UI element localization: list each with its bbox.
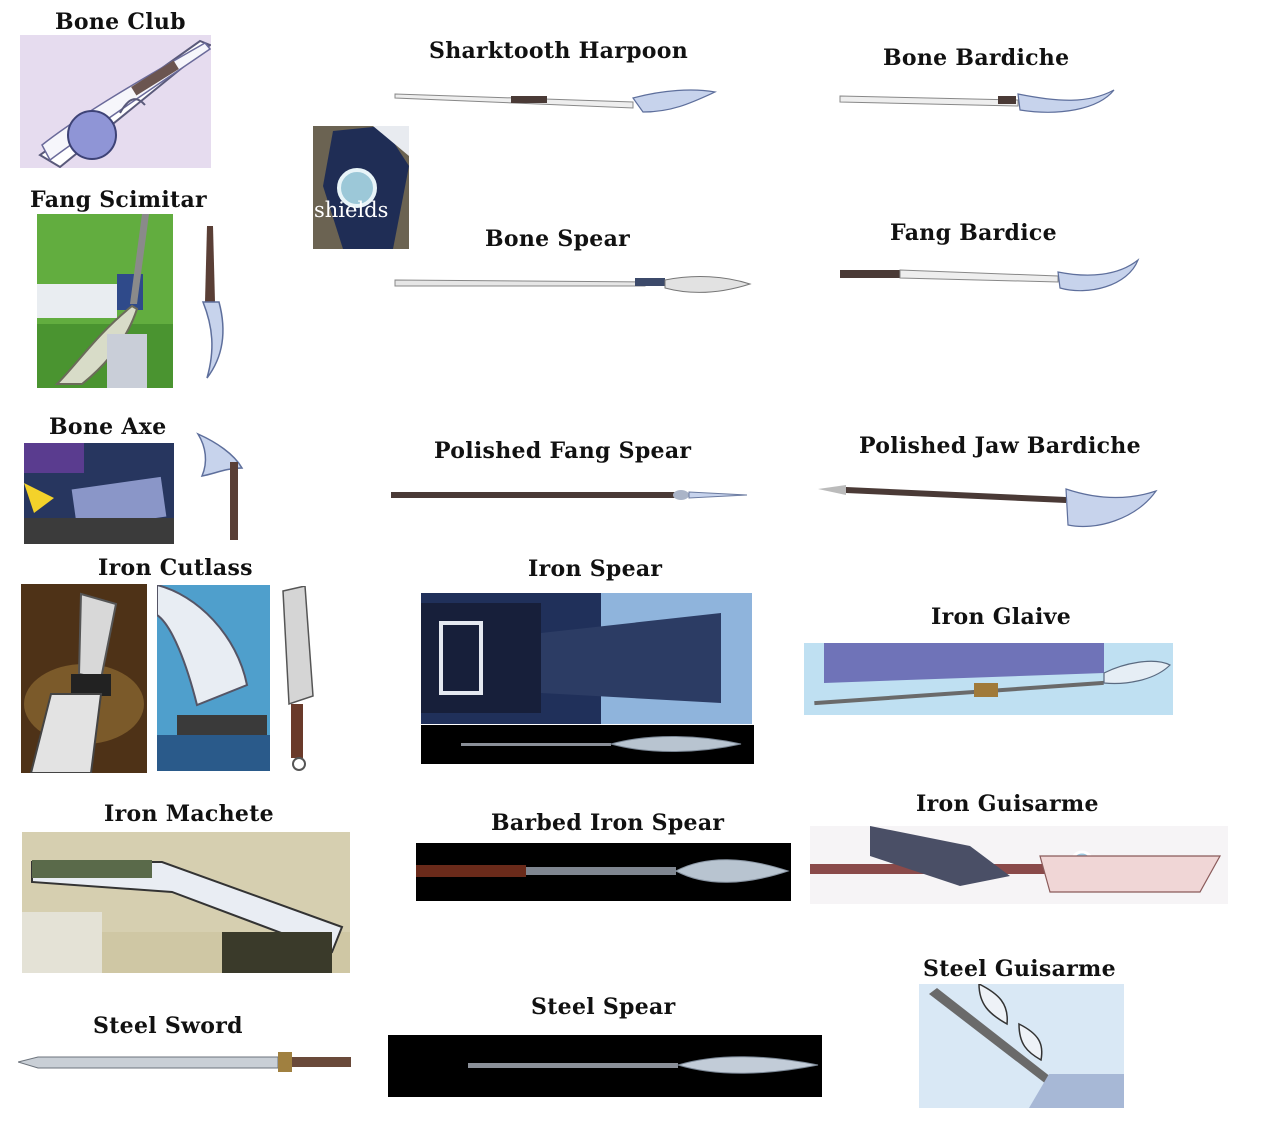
label-polished-jaw-bardiche: Polished Jaw Bardiche: [859, 433, 1141, 459]
iron-cutlass-weapon-image: [275, 586, 317, 772]
label-iron-spear: Iron Spear: [528, 556, 663, 582]
barbed-iron-spear-image: [416, 843, 791, 901]
steel-sword-image: [18, 1049, 351, 1075]
iron-spear-weapon-image: [421, 725, 754, 764]
iron-guisarme-scene-image: [810, 826, 1228, 904]
bone-spear-image: [385, 258, 752, 308]
fang-scimitar-weapon-image: [193, 222, 235, 380]
label-sharktooth-harpoon: Sharktooth Harpoon: [429, 38, 689, 64]
iron-machete-scene-image: [22, 832, 350, 973]
label-fang-bardice: Fang Bardice: [890, 220, 1057, 246]
fang-bardice-image: [838, 258, 1142, 298]
steel-guisarme-scene-image: [919, 984, 1124, 1108]
label-bone-club: Bone Club: [55, 9, 186, 35]
steel-spear-image: [388, 1035, 822, 1097]
shields-caption: shields: [314, 198, 389, 222]
bone-axe-scene-image: [24, 443, 174, 544]
label-steel-guisarme: Steel Guisarme: [923, 956, 1116, 982]
bone-club-image: [20, 35, 211, 168]
label-barbed-iron-spear: Barbed Iron Spear: [491, 810, 725, 836]
iron-glaive-scene-image: [804, 643, 1173, 715]
label-bone-spear: Bone Spear: [485, 226, 631, 252]
label-bone-bardiche: Bone Bardiche: [883, 45, 1070, 71]
label-steel-sword: Steel Sword: [93, 1013, 243, 1039]
iron-cutlass-scene-image-2: [157, 585, 270, 771]
polished-jaw-bardiche-image: [816, 475, 1158, 533]
label-polished-fang-spear: Polished Fang Spear: [434, 438, 692, 464]
label-iron-glaive: Iron Glaive: [931, 604, 1072, 630]
label-iron-guisarme: Iron Guisarme: [916, 791, 1099, 817]
label-bone-axe: Bone Axe: [49, 414, 167, 440]
label-steel-spear: Steel Spear: [531, 994, 676, 1020]
shields-image: shields: [313, 126, 409, 249]
label-iron-machete: Iron Machete: [104, 801, 274, 827]
label-iron-cutlass: Iron Cutlass: [98, 555, 253, 581]
iron-cutlass-scene-image-1: [21, 584, 147, 773]
iron-spear-scene-image: [421, 593, 752, 724]
label-fang-scimitar: Fang Scimitar: [30, 187, 207, 213]
fang-scimitar-scene-image: [37, 214, 173, 388]
polished-fang-spear-image: [389, 484, 749, 506]
bone-axe-weapon-image: [196, 432, 248, 542]
bone-bardiche-image: [838, 84, 1117, 118]
sharktooth-harpoon-image: [393, 84, 718, 116]
